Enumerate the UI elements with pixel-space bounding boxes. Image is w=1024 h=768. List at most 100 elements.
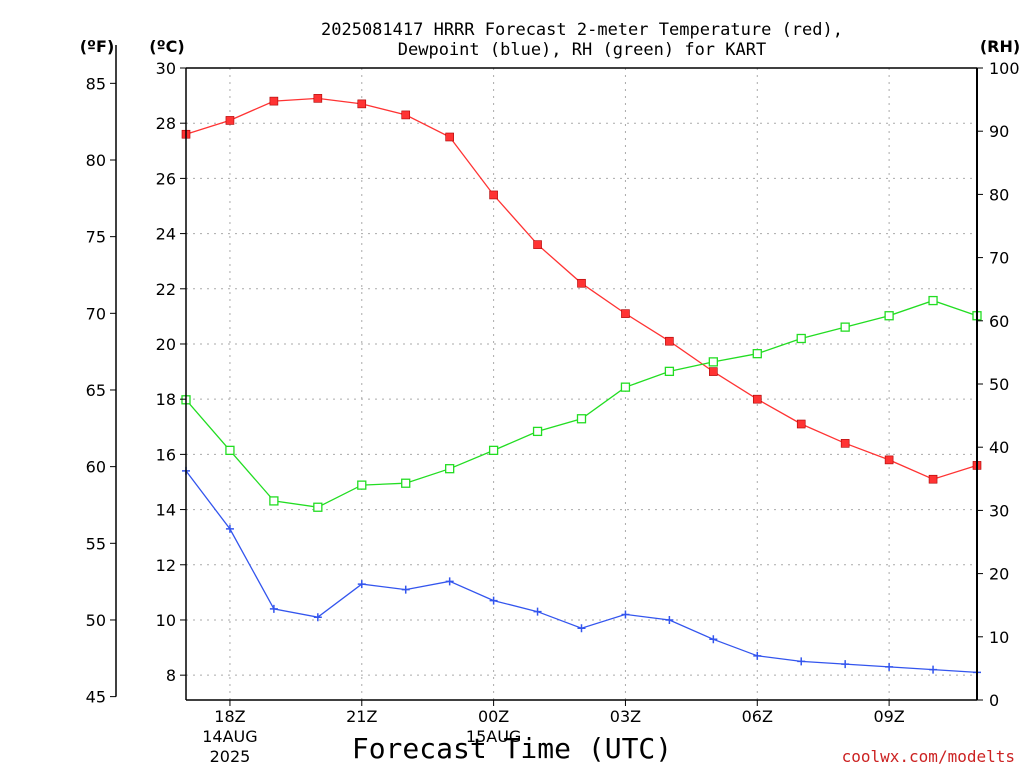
temperature-point: [445, 132, 454, 142]
rh-unit-label: (RH): [980, 37, 1020, 56]
fahrenheit-tick-label: 50: [86, 611, 106, 630]
dewpoint-point: [533, 607, 542, 616]
fahrenheit-unit-label: (ºF): [80, 37, 115, 56]
rh-point: [532, 426, 543, 437]
fahrenheit-tick-label: 45: [86, 688, 106, 707]
rh-point: [620, 382, 631, 392]
celsius-tick-label: 20: [156, 335, 176, 354]
chart-title-line1: 2025081417 HRRR Forecast 2-meter Tempera…: [321, 20, 843, 40]
celsius-unit-label: (ºC): [149, 37, 184, 56]
temperature-point: [577, 278, 586, 288]
rh-point: [225, 445, 235, 456]
dewpoint-point: [357, 580, 366, 589]
dewpoint-point: [665, 615, 674, 624]
rh-tick-label: 20: [989, 565, 1009, 584]
celsius-tick-label: 26: [156, 169, 176, 188]
dewpoint-point: [269, 604, 278, 613]
rh-point: [576, 414, 587, 424]
x-tick-label: 03Z: [610, 707, 641, 726]
rh-point: [884, 311, 894, 321]
rh-tick-label: 90: [989, 122, 1009, 141]
rh-point: [401, 478, 411, 488]
rh-point: [664, 366, 675, 377]
series-line-1: [185, 470, 978, 674]
celsius-tick-label: 24: [156, 225, 176, 244]
celsius-tick-label: 30: [156, 59, 176, 78]
rh-point: [752, 349, 762, 359]
rh-point: [269, 496, 279, 506]
dewpoint-point: [225, 524, 234, 533]
temperature-point: [225, 116, 235, 125]
temperature-point: [796, 419, 806, 429]
rh-tick-label: 60: [989, 312, 1009, 331]
fahrenheit-tick-label: 75: [86, 228, 106, 247]
celsius-tick-label: 22: [156, 280, 176, 299]
rh-tick-label: 80: [989, 185, 1009, 204]
celsius-tick-label: 12: [156, 556, 176, 575]
temperature-point: [489, 190, 498, 200]
temperature-point: [313, 94, 323, 103]
dewpoint-point: [885, 662, 894, 671]
celsius-tick-label: 14: [156, 501, 176, 520]
dewpoint-point: [753, 651, 762, 660]
x-axis-label: Forecast Time (UTC): [352, 732, 672, 765]
rh-tick-label: 70: [989, 249, 1009, 268]
x-tick-label: 21Z: [346, 707, 377, 726]
rh-point: [708, 357, 718, 367]
dewpoint-point: [577, 624, 586, 633]
temperature-point: [928, 474, 938, 484]
rh-tick-label: 100: [989, 59, 1020, 78]
temperature-point: [269, 96, 279, 106]
fahrenheit-tick-label: 55: [86, 534, 106, 553]
dewpoint-point: [445, 577, 454, 586]
dewpoint-point: [313, 613, 322, 622]
dewpoint-point: [489, 596, 498, 605]
celsius-tick-label: 8: [166, 666, 176, 685]
x-tick-date: 15AUG: [466, 727, 521, 746]
rh-tick-label: 30: [989, 501, 1009, 520]
rh-point: [928, 295, 938, 306]
rh-tick-label: 50: [989, 375, 1009, 394]
temperature-point: [884, 455, 894, 465]
celsius-tick-label: 28: [156, 114, 176, 133]
celsius-tick-label: 10: [156, 611, 176, 630]
rh-point: [488, 445, 499, 456]
temperature-point: [665, 336, 674, 346]
axes-layer: 8 10 12 14 16 18 20 22 24 26 28 30 45 50 55 60 65 70 75 80 8…: [86, 45, 1020, 766]
rh-point: [445, 464, 455, 474]
series-line-2: [185, 299, 978, 508]
dewpoint-point: [797, 657, 806, 666]
x-tick-year: 2025: [210, 747, 251, 766]
x-tick-label: 09Z: [873, 707, 904, 726]
dewpoint-point: [401, 585, 410, 594]
fahrenheit-tick-label: 80: [86, 151, 106, 170]
dewpoint-point: [929, 665, 938, 674]
fahrenheit-tick-label: 70: [86, 304, 106, 323]
x-tick-label: 18Z: [214, 707, 245, 726]
grid-lines: [186, 68, 977, 700]
temperature-point: [401, 110, 411, 120]
temperature-point: [709, 367, 718, 376]
fahrenheit-tick-label: 60: [86, 458, 106, 477]
celsius-tick-label: 16: [156, 445, 176, 464]
x-tick-label: 00Z: [478, 707, 509, 726]
celsius-tick-label: 18: [156, 390, 176, 409]
credit-text: coolwx.com/modelts: [842, 747, 1015, 766]
series-layer: [181, 94, 982, 677]
dewpoint-point: [621, 610, 630, 619]
rh-point: [840, 322, 850, 332]
chart-title-line2: Dewpoint (blue), RH (green) for KART: [398, 40, 766, 60]
x-tick-label: 06Z: [742, 707, 773, 726]
fahrenheit-tick-label: 65: [86, 381, 106, 400]
fahrenheit-tick-label: 85: [86, 74, 106, 93]
temperature-point: [840, 439, 850, 448]
dewpoint-point: [841, 660, 850, 669]
rh-tick-label: 10: [989, 628, 1009, 647]
rh-point: [357, 480, 367, 490]
temperature-point: [621, 309, 630, 318]
temperature-point: [752, 394, 762, 404]
rh-tick-label: 40: [989, 438, 1009, 457]
x-tick-date: 14AUG: [202, 727, 257, 746]
temperature-point: [533, 240, 542, 249]
